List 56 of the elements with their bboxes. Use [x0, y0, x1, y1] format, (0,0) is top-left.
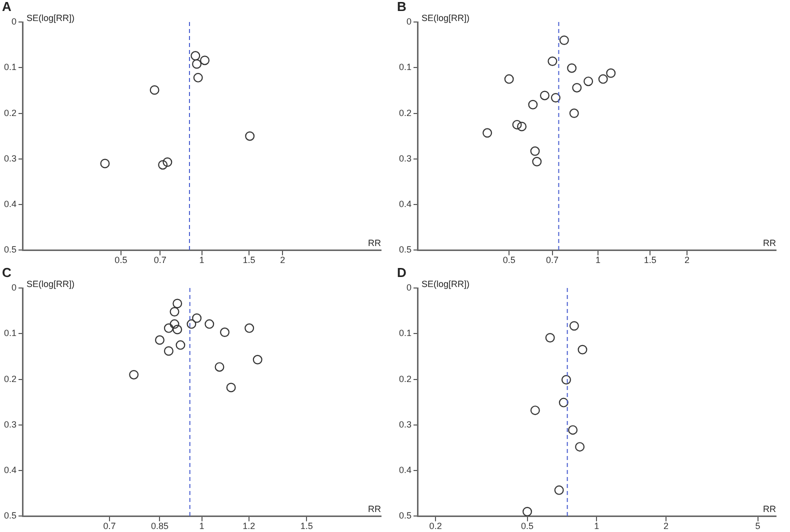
y-tick-label: 0.3 — [4, 153, 17, 164]
x-axis-title: RR — [763, 504, 776, 514]
y-tick-label: 0.3 — [4, 419, 17, 430]
x-axis-title: RR — [368, 504, 382, 514]
x-tick-label: 1 — [199, 255, 204, 266]
x-tick-label: 0.2 — [429, 521, 442, 532]
chart-title: D — [397, 265, 406, 280]
x-tick-label: 2 — [684, 255, 690, 266]
y-tick-label: 0.5 — [4, 244, 17, 255]
y-tick-label: 0 — [11, 282, 17, 292]
x-tick-label: 0.5 — [502, 255, 516, 266]
y-tick-label: 0.2 — [4, 374, 17, 384]
x-tick-label: 2 — [664, 521, 669, 532]
x-axis-title: RR — [368, 238, 382, 248]
y-tick-label: 0 — [11, 16, 17, 26]
y-tick-label: 0.5 — [4, 510, 17, 521]
y-tick-label: 0.1 — [398, 62, 412, 72]
y-tick-label: 0.2 — [398, 374, 412, 384]
x-tick-label: 1.5 — [644, 255, 656, 266]
y-tick-label: 0.4 — [398, 465, 412, 476]
y-tick-label: 0.5 — [398, 244, 412, 255]
y-tick-label: 0.4 — [4, 465, 17, 476]
y-axis-title: SE(log[RR]) — [26, 12, 75, 23]
x-tick-label: 0.5 — [521, 521, 534, 532]
y-tick-label: 0.4 — [4, 199, 17, 210]
y-tick-label: 0.2 — [4, 108, 17, 118]
x-tick-label: 0.5 — [114, 255, 128, 266]
y-axis-title: SE(log[RR]) — [26, 278, 75, 289]
x-tick-label: 1 — [596, 255, 601, 266]
x-tick-label: 0.85 — [150, 521, 168, 532]
chart-title: C — [2, 265, 12, 280]
y-axis-title: SE(log[RR]) — [422, 278, 470, 289]
chart-title: A — [2, 0, 12, 14]
x-tick-label: 5 — [755, 521, 760, 532]
x-tick-label: 1 — [594, 521, 600, 532]
x-tick-label: 1.2 — [242, 521, 256, 532]
y-tick-label: 0.4 — [398, 199, 412, 210]
chart-title: B — [397, 0, 406, 14]
x-tick-label: 0.7 — [154, 255, 166, 266]
y-tick-label: 0.1 — [398, 328, 412, 338]
y-tick-label: 0 — [406, 282, 412, 292]
y-tick-label: 0 — [406, 16, 412, 26]
x-tick-label: 1 — [199, 521, 204, 532]
x-axis-title: RR — [763, 238, 776, 248]
y-tick-label: 0.5 — [398, 510, 412, 521]
y-tick-label: 0.1 — [4, 328, 17, 338]
y-tick-label: 0.3 — [398, 153, 412, 164]
x-tick-label: 0.7 — [103, 521, 116, 532]
x-tick-label: 1.5 — [242, 255, 256, 266]
y-tick-label: 0.3 — [398, 419, 412, 430]
x-tick-label: 0.7 — [546, 255, 559, 266]
x-tick-label: 2 — [280, 255, 286, 266]
x-tick-label: 1.5 — [300, 521, 313, 532]
y-tick-label: 0.1 — [4, 62, 17, 72]
y-axis-title: SE(log[RR]) — [422, 12, 470, 23]
y-tick-label: 0.2 — [398, 108, 412, 118]
